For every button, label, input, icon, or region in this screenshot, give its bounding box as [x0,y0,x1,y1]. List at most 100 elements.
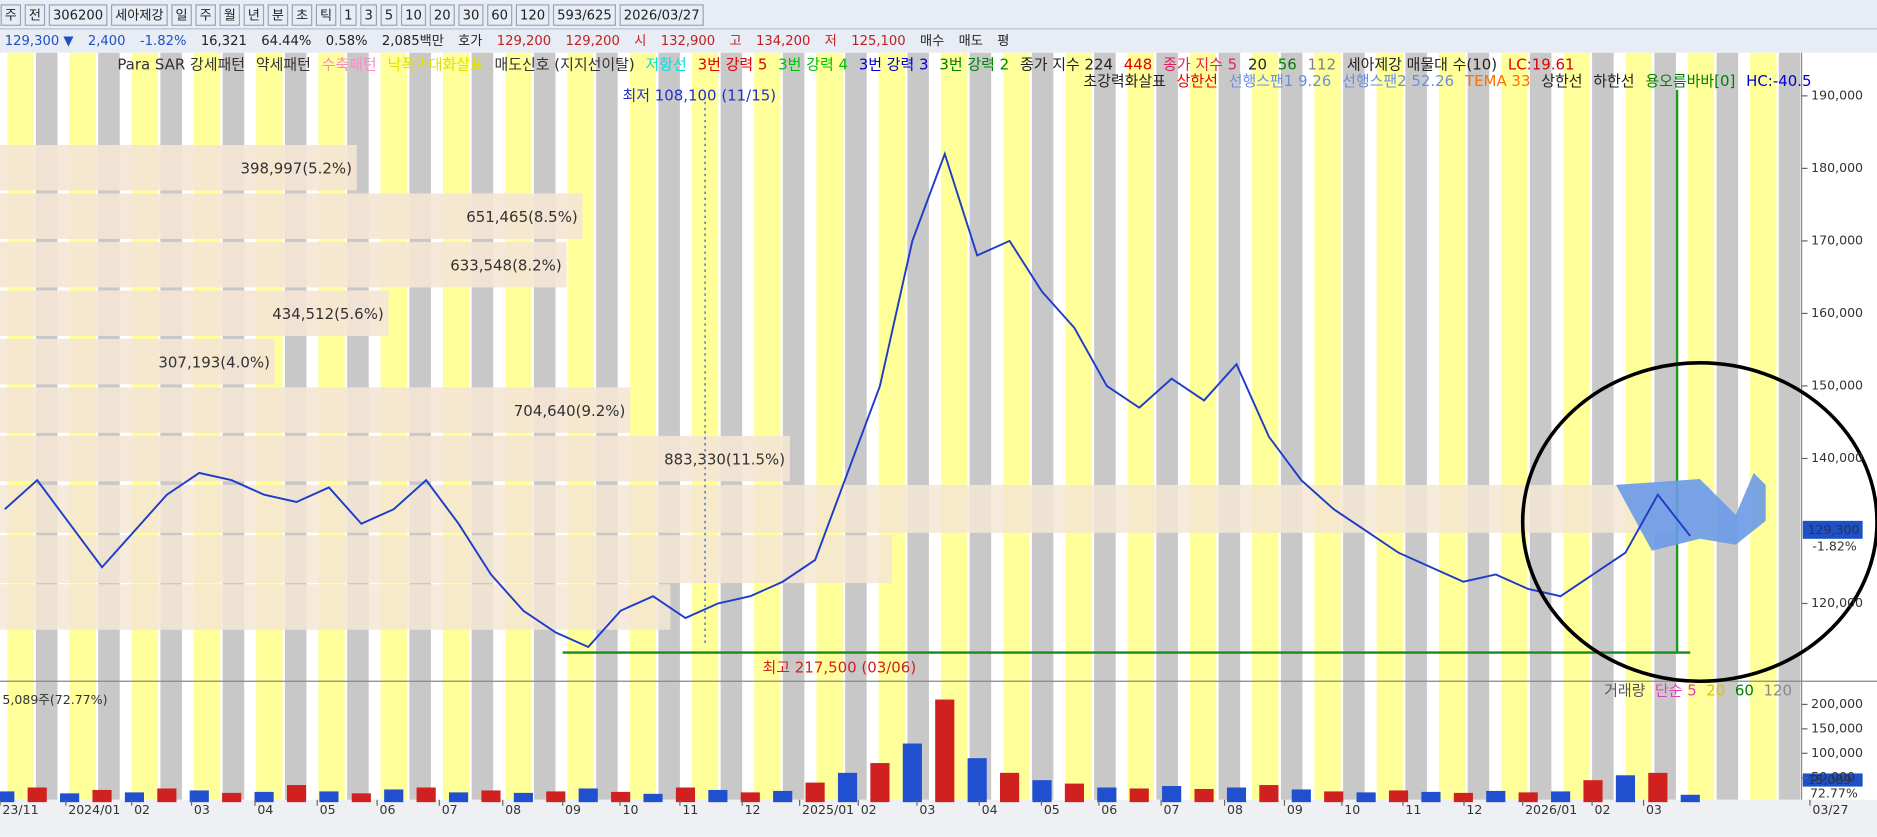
volume-bar [708,789,728,803]
stripe [1716,52,1739,800]
profile-label: 633,548(8.2%) [450,256,561,274]
toolbar-button [360,4,378,26]
x-tick-label: 08 [1227,802,1243,817]
toolbar-item: 30 [463,9,480,24]
volume-bar [967,758,987,803]
stripe [1405,52,1427,800]
volume-bar [189,790,209,803]
y-tick-label: 140,000 [1811,450,1863,465]
stripe [1156,52,1178,800]
x-tick-label: 02 [134,802,150,817]
volume-bar [773,790,793,803]
stripe [1438,52,1466,800]
quote-item: 0.58% [326,34,368,49]
price-line [4,150,1692,649]
legend-item: Para SAR 강세패턴 [117,55,245,73]
quote-item: 2,085백만 [382,33,444,49]
quote-item: 시 [634,34,646,49]
volume-tick-label: 150,000 [1811,720,1863,735]
last-price-box [1802,520,1863,539]
stripe [658,52,680,800]
legend-item: 낙폭과대화살표 [387,55,483,73]
toolbar-item: 120 [520,9,545,24]
legend-item: 하한선 [1593,72,1634,90]
toolbar-button [380,4,398,26]
quote-item: 매도 [959,33,983,49]
volume-bar [1356,792,1376,803]
high-annotation: 최고 217,500 (03/06) [763,659,917,677]
toolbar-button [219,4,241,26]
last-volume: 15,089 [1808,772,1852,787]
volume-bar [675,787,696,803]
toolbar-button [171,4,192,26]
legend-item: 종가 지수 5 [1163,55,1237,73]
volume-bar [448,792,469,803]
stripe [1189,52,1217,800]
volume-bar [1032,780,1052,803]
toolbar-item: 3 [364,9,372,24]
stripe [782,52,805,800]
quote-item: 129,300 ▼ [5,34,75,49]
y-tick-label: 190,000 [1811,87,1863,102]
stripe [1501,52,1528,800]
quote-item: 129,200 [497,34,551,49]
toolbar-button [291,4,313,26]
legend-item: LC:19.61 [1508,55,1575,73]
volume-bar [1551,791,1571,803]
toolbar-item: 월 [224,8,236,24]
toolbar-button [339,4,357,26]
stripe [1343,52,1365,800]
toolbar-button [487,4,513,26]
volume-bar [1194,788,1214,803]
top-bars [0,0,1877,53]
legend-item: 상한선 [1177,72,1218,90]
legend-item: 3번 강력 4 [778,55,848,73]
volume-bar [254,791,274,803]
x-tick-label: 05 [1044,802,1060,817]
stripe [1467,52,1490,800]
volume-bar [1388,790,1409,803]
volume-bar [611,791,631,803]
stripe [1314,52,1341,800]
volume-tick-label: 200,000 [1811,696,1863,711]
x-tick-label: 04 [982,802,998,817]
stripe [969,52,992,800]
x-tick-label: 02 [861,802,877,817]
last-change: -1.82% [1812,539,1856,554]
volume-bar [1680,794,1700,803]
volume-bar [1129,788,1149,803]
volume-bar [319,791,339,803]
toolbar-button [429,4,455,26]
cloud [1616,472,1766,551]
quote-item: 134,200 [756,34,810,49]
toolbar-item: 년 [248,8,260,24]
legend-item: 3번 강력 5 [698,55,768,73]
stripe [1031,52,1054,800]
toolbar-item: 전 [29,8,41,24]
volume-tick-label: 50,000 [1811,769,1855,784]
volume-bar [1518,792,1538,803]
quote-item: 매수 [920,33,944,49]
last-volume-box [1802,773,1863,787]
profile-bar [0,144,357,191]
x-tick-label: 08 [505,802,521,817]
stripe [1252,52,1279,800]
legend-item: TEMA 33 [1464,72,1531,90]
volume-bar [1000,772,1020,803]
volume-bar [805,782,825,803]
volume-bar [222,792,242,803]
toolbar-item: 세아제강 [115,8,163,24]
volume-bar [643,793,663,803]
quote-item: 129,200 [566,34,620,49]
highlight-circle [1520,361,1877,684]
volume-bar [740,792,760,803]
x-tick-label: 2026/01 [1525,802,1577,817]
stripe [1687,52,1715,800]
profile-label: 434,512(5.6%) [272,305,383,323]
profile-bar [0,435,790,482]
legend-item: 용오름바바[0] [1645,72,1735,90]
volume-bar [92,789,112,803]
toolbar-item: 20 [434,9,451,24]
legend-item: 선행스팬1 9.26 [1229,72,1332,90]
